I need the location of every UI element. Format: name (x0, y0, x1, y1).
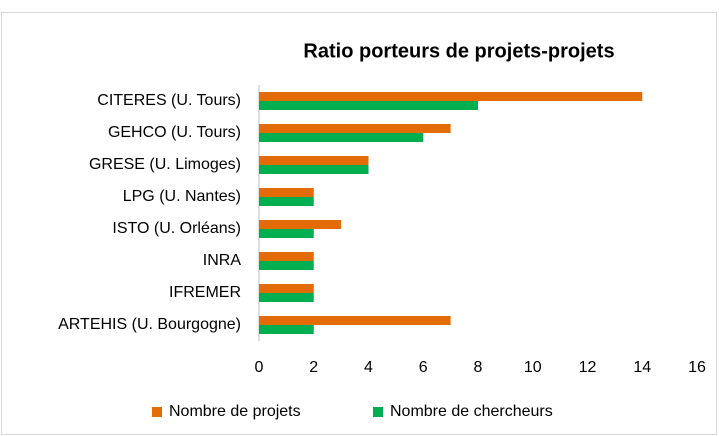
bar (259, 124, 451, 133)
bar (259, 188, 314, 197)
y-tick-label: ISTO (U. Orléans) (112, 220, 241, 237)
x-tick-label: 2 (309, 359, 318, 376)
bar (259, 197, 314, 206)
bar (259, 101, 478, 110)
chart-border (1, 12, 717, 435)
y-tick-label: CITERES (U. Tours) (97, 92, 241, 109)
legend-swatch (152, 407, 162, 417)
y-tick-label: IFREMER (169, 284, 241, 301)
bar (259, 133, 424, 142)
x-tick-label: 4 (364, 359, 373, 376)
bar (259, 261, 314, 270)
x-tick-label: 8 (474, 359, 483, 376)
bar (259, 165, 369, 174)
bar (259, 92, 643, 101)
legend-label: Nombre de projets (169, 403, 301, 420)
legend-swatch (373, 407, 383, 417)
bar (259, 156, 369, 165)
y-tick-label: GEHCO (U. Tours) (108, 124, 241, 141)
bar (259, 220, 342, 229)
x-tick-label: 6 (419, 359, 428, 376)
y-tick-label: ARTEHIS (U. Bourgogne) (58, 316, 241, 333)
y-tick-label: INRA (203, 252, 242, 269)
x-tick-label: 14 (633, 359, 651, 376)
x-tick-label: 0 (255, 359, 264, 376)
y-tick-label: GRESE (U. Limoges) (89, 156, 241, 173)
x-tick-label: 16 (688, 359, 706, 376)
x-tick-label: 10 (524, 359, 542, 376)
bar (259, 293, 314, 302)
y-tick-label: LPG (U. Nantes) (123, 188, 241, 205)
legend-label: Nombre de chercheurs (390, 403, 553, 420)
bar (259, 252, 314, 261)
chart-title: Ratio porteurs de projets-projets (303, 40, 614, 62)
x-tick-label: 12 (579, 359, 597, 376)
bar (259, 284, 314, 293)
bar (259, 229, 314, 238)
bar (259, 325, 314, 334)
bar (259, 316, 451, 325)
